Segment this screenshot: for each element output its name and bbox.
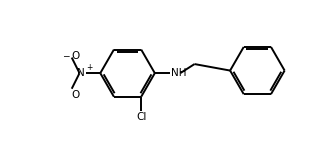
Text: +: + [86, 63, 92, 72]
Text: −: − [62, 51, 69, 60]
Text: O: O [71, 51, 79, 61]
Text: N: N [77, 68, 85, 78]
Text: Cl: Cl [136, 112, 146, 122]
Text: O: O [71, 90, 79, 100]
Text: NH: NH [171, 68, 186, 78]
